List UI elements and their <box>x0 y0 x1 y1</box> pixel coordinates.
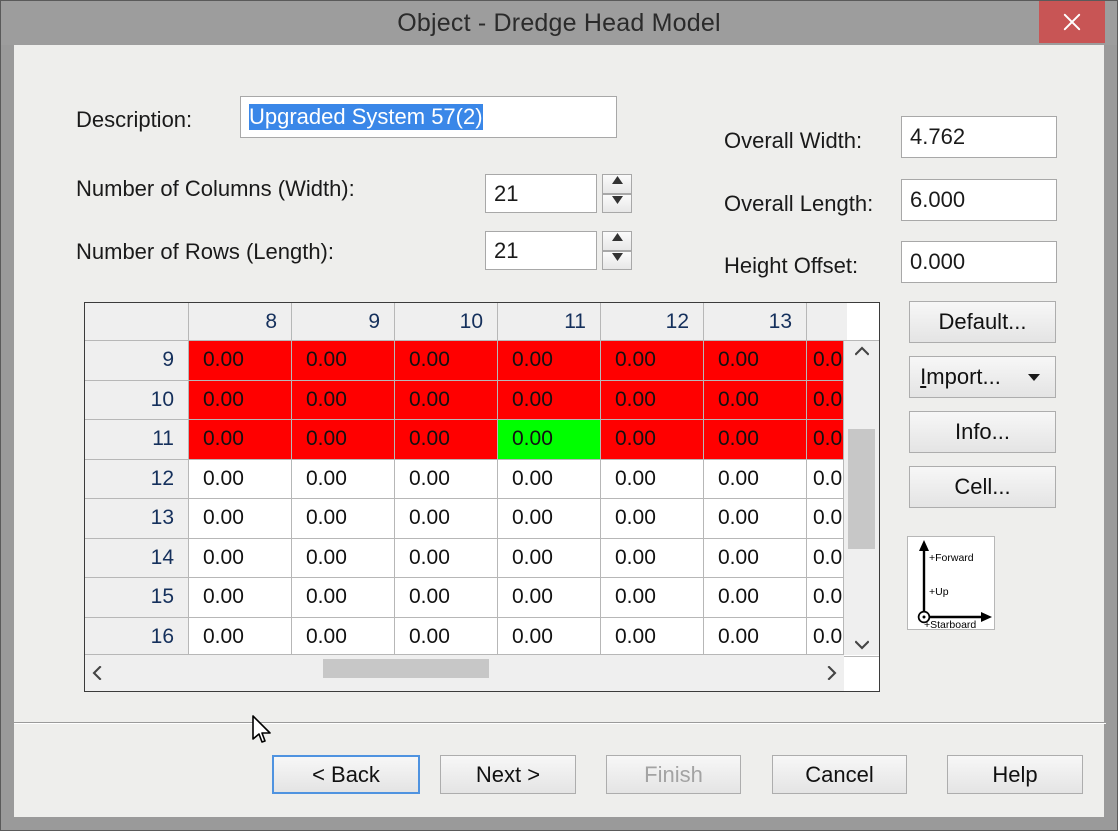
svg-text:+Starboard: +Starboard <box>924 619 976 629</box>
svg-text:+Up: +Up <box>929 586 949 598</box>
svg-text:+Forward: +Forward <box>929 552 974 564</box>
